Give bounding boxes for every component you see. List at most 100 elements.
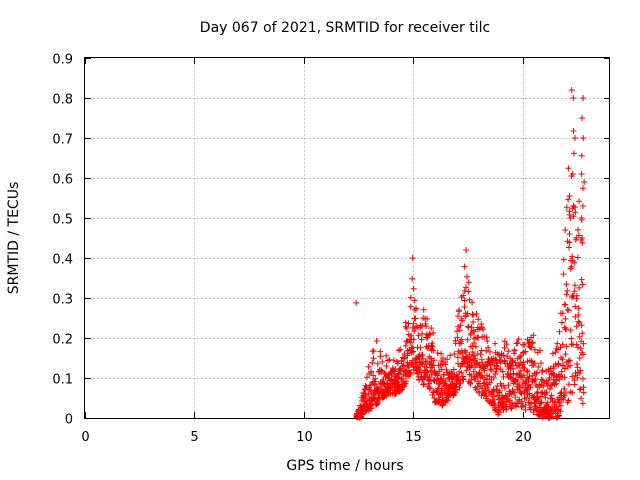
x-tick-label: 10: [296, 430, 313, 445]
data-point: [465, 288, 472, 295]
data-point: [575, 226, 581, 233]
data-point: [370, 355, 377, 362]
data-point: [568, 263, 575, 270]
data-point: [430, 362, 437, 369]
data-point: [526, 373, 533, 380]
data-point: [573, 323, 580, 330]
data-point: [579, 400, 586, 407]
data-point: [472, 343, 479, 350]
data-point: [560, 271, 567, 278]
data-point: [437, 362, 444, 369]
data-point: [516, 362, 523, 369]
y-tick-label: 0.7: [52, 133, 73, 148]
data-point: [568, 87, 575, 93]
data-point: [511, 350, 518, 357]
data-point: [374, 360, 381, 367]
data-point: [480, 374, 487, 381]
data-point: [574, 344, 581, 351]
data-point: [533, 369, 540, 376]
data-point: [576, 198, 583, 205]
data-point: [460, 376, 467, 383]
data-point: [529, 359, 535, 366]
data-point: [522, 406, 529, 413]
data-point: [559, 341, 566, 348]
data-point: [528, 344, 535, 351]
data-point: [554, 340, 561, 347]
data-point: [571, 288, 578, 295]
data-point: [553, 403, 560, 410]
data-point: [524, 385, 531, 392]
data-point: [566, 193, 573, 199]
data-point: [378, 367, 385, 374]
data-point: [564, 306, 571, 313]
y-tick-label: 0.4: [52, 253, 73, 268]
data-point: [496, 396, 503, 403]
data-point: [374, 401, 380, 408]
data-point: [444, 356, 451, 363]
data-point: [530, 332, 537, 339]
data-point: [579, 330, 586, 337]
data-point: [532, 376, 539, 383]
data-point: [500, 352, 507, 359]
data-point: [382, 371, 389, 378]
data-point: [430, 388, 437, 395]
data-point: [567, 327, 574, 334]
data-point: [429, 343, 436, 350]
data-point: [580, 384, 587, 391]
data-point: [429, 362, 436, 369]
data-point: [454, 334, 461, 341]
data-point: [477, 351, 484, 358]
data-point: [410, 320, 417, 327]
data-point: [557, 408, 564, 415]
data-point: [438, 350, 445, 357]
data-point: [575, 232, 582, 239]
data-point: [566, 231, 573, 237]
data-point: [490, 374, 497, 381]
data-point: [369, 359, 376, 366]
data-point: [423, 369, 430, 376]
data-point: [407, 339, 414, 346]
data-point: [474, 384, 481, 390]
data-point: [516, 381, 523, 388]
data-point: [391, 368, 398, 375]
data-point: [470, 327, 476, 334]
data-point: [575, 305, 582, 312]
data-point: [450, 366, 457, 373]
y-tick-label: 0.5: [52, 213, 73, 228]
data-point: [570, 95, 577, 101]
data-point: [407, 303, 414, 310]
data-point: [438, 391, 445, 397]
data-point: [572, 209, 579, 216]
data-point: [529, 339, 536, 346]
data-point: [580, 135, 587, 141]
data-point: [461, 263, 468, 270]
data-point: [453, 386, 459, 393]
data-point: [572, 303, 579, 310]
data-point: [440, 355, 446, 362]
data-point: [415, 332, 422, 339]
data-point: [580, 340, 587, 347]
data-point: [580, 389, 587, 396]
data-point: [410, 336, 417, 343]
data-point: [578, 152, 585, 159]
data-point: [505, 348, 512, 355]
data-point: [447, 352, 454, 359]
data-point: [418, 336, 425, 343]
data-point: [571, 204, 578, 211]
data-point: [428, 325, 435, 332]
data-point: [403, 378, 410, 385]
data-point: [475, 316, 482, 323]
data-point: [563, 281, 570, 288]
data-point: [370, 347, 377, 354]
data-point: [522, 379, 529, 386]
data-point: [577, 367, 584, 374]
y-tick-label: 0: [65, 413, 73, 428]
data-point: [453, 381, 460, 388]
data-point: [364, 374, 370, 381]
data-point: [562, 315, 569, 322]
data-point: [390, 357, 397, 364]
data-point: [523, 367, 530, 374]
data-point: [544, 399, 551, 406]
data-point: [464, 273, 470, 280]
